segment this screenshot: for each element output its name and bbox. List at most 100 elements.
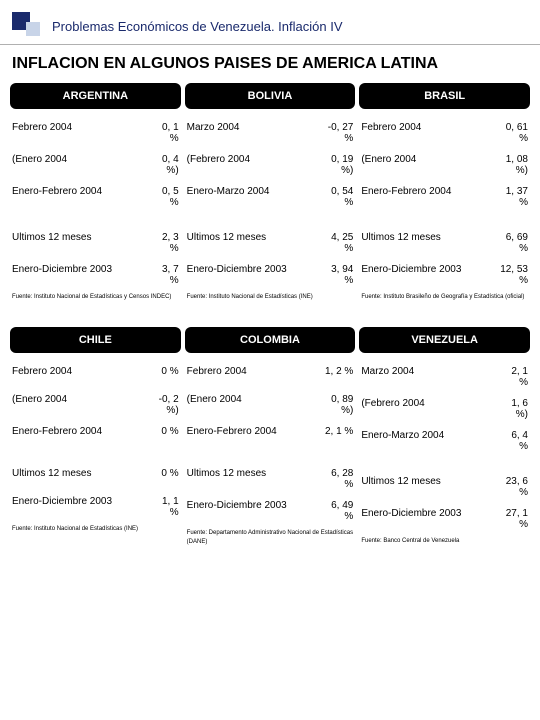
row-label: Enero-Marzo 2004 xyxy=(361,430,511,441)
data-row: (Febrero 20041, 6 %) xyxy=(359,393,530,425)
data-row: Enero-Marzo 20040, 54 % xyxy=(185,181,356,213)
source-text: Fuente: Instituto Nacional de Estadístic… xyxy=(185,291,356,305)
data-row: Enero-Diciembre 200327, 1 % xyxy=(359,503,530,535)
data-row: (Enero 20040, 89 %) xyxy=(185,389,356,421)
row-label: Febrero 2004 xyxy=(12,122,162,133)
row-label: Enero-Febrero 2004 xyxy=(187,426,325,437)
data-row: Ultimos 12 meses6, 28 % xyxy=(185,463,356,495)
row-value: 0, 1 % xyxy=(162,122,179,144)
country-column: BRASILFebrero 20040, 61 %(Enero 20041, 0… xyxy=(359,83,530,305)
data-row: (Febrero 20040, 19 %) xyxy=(185,149,356,181)
row-value: 0, 89 %) xyxy=(331,394,353,416)
row-value: 2, 3 % xyxy=(162,232,179,254)
row-value: 1, 37 % xyxy=(506,186,528,208)
data-row: Marzo 2004-0, 27 % xyxy=(185,117,356,149)
row-label: Enero-Diciembre 2003 xyxy=(361,264,500,275)
row-label: Enero-Diciembre 2003 xyxy=(187,264,331,275)
row-value: -0, 2 %) xyxy=(159,394,179,416)
data-row: Marzo 20042, 1 % xyxy=(359,361,530,393)
row-value: -0, 27 % xyxy=(328,122,354,144)
source-text: Fuente: Instituto Brasileño de Geografía… xyxy=(359,291,530,305)
row-value: 1, 1 % xyxy=(162,496,179,518)
row-label: Enero-Febrero 2004 xyxy=(12,426,161,437)
row-value: 1, 6 %) xyxy=(511,398,528,420)
row-value: 6, 4 % xyxy=(511,430,528,452)
logo-squares xyxy=(12,12,44,40)
data-row: Ultimos 12 meses4, 25 % xyxy=(185,227,356,259)
source-text: Fuente: Instituto Nacional de Estadístic… xyxy=(10,523,181,537)
country-header: CHILE xyxy=(10,327,181,353)
row-value: 0, 54 % xyxy=(331,186,353,208)
row-label: Febrero 2004 xyxy=(12,366,161,377)
country-header: BOLIVIA xyxy=(185,83,356,109)
row-value: 1, 2 % xyxy=(325,366,353,377)
country-header: COLOMBIA xyxy=(185,327,356,353)
row-value: 2, 1 % xyxy=(325,426,353,437)
row-label: Enero-Febrero 2004 xyxy=(12,186,162,197)
row-label: Ultimos 12 meses xyxy=(12,232,162,243)
data-row: Febrero 20040, 61 % xyxy=(359,117,530,149)
row-label: Marzo 2004 xyxy=(361,366,511,377)
data-row: Enero-Febrero 20040, 5 % xyxy=(10,181,181,213)
row-label: (Febrero 2004 xyxy=(187,154,331,165)
row-value: 6, 49 % xyxy=(331,500,353,522)
row-value: 1, 08 %) xyxy=(506,154,528,176)
country-column: ARGENTINAFebrero 20040, 1 %(Enero 20040,… xyxy=(10,83,181,305)
source-text: Fuente: Banco Central de Venezuela xyxy=(359,535,530,549)
row-value: 27, 1 % xyxy=(506,508,528,530)
row-label: Enero-Diciembre 2003 xyxy=(12,264,162,275)
row-label: Ultimos 12 meses xyxy=(12,468,161,479)
data-row: Febrero 20040 % xyxy=(10,361,181,389)
data-row: Enero-Diciembre 20031, 1 % xyxy=(10,491,181,523)
row-value: 0, 5 % xyxy=(162,186,179,208)
data-row: Enero-Diciembre 20033, 94 % xyxy=(185,259,356,291)
row-label: Ultimos 12 meses xyxy=(187,468,331,479)
data-row: (Enero 2004-0, 2 %) xyxy=(10,389,181,421)
data-row: Febrero 20040, 1 % xyxy=(10,117,181,149)
country-column: CHILEFebrero 20040 %(Enero 2004-0, 2 %)E… xyxy=(10,327,181,550)
top-countries-grid: ARGENTINAFebrero 20040, 1 %(Enero 20040,… xyxy=(0,83,540,305)
data-row: Enero-Febrero 20042, 1 % xyxy=(185,421,356,449)
country-column: VENEZUELAMarzo 20042, 1 %(Febrero 20041,… xyxy=(359,327,530,550)
row-label: Enero-Diciembre 2003 xyxy=(187,500,331,511)
row-value: 0 % xyxy=(161,468,178,479)
row-label: (Enero 2004 xyxy=(12,154,162,165)
row-value: 0 % xyxy=(161,366,178,377)
row-label: Febrero 2004 xyxy=(187,366,325,377)
row-label: (Enero 2004 xyxy=(12,394,159,405)
country-header: VENEZUELA xyxy=(359,327,530,353)
country-column: COLOMBIA Febrero 20041, 2 % (Enero 20040, … xyxy=(185,327,356,550)
row-value: 3, 7 % xyxy=(162,264,179,286)
data-row: Enero-Diciembre 200312, 53 % xyxy=(359,259,530,291)
row-label: Enero-Diciembre 2003 xyxy=(12,496,162,507)
data-row: Ultimos 12 meses0 % xyxy=(10,463,181,491)
row-label: Ultimos 12 meses xyxy=(361,476,505,487)
row-label: (Enero 2004 xyxy=(187,394,331,405)
data-row: Ultimos 12 meses2, 3 % xyxy=(10,227,181,259)
data-row: Ultimos 12 meses23, 6 % xyxy=(359,471,530,503)
row-value: 0 % xyxy=(161,426,178,437)
data-row: (Enero 20040, 4 %) xyxy=(10,149,181,181)
country-header: ARGENTINA xyxy=(10,83,181,109)
row-value: 0, 61 % xyxy=(506,122,528,144)
row-label: Enero-Febrero 2004 xyxy=(361,186,505,197)
header-text: Problemas Económicos de Venezuela. Infla… xyxy=(52,19,343,34)
row-value: 0, 19 %) xyxy=(331,154,353,176)
data-row: (Enero 20041, 08 %) xyxy=(359,149,530,181)
row-label: Ultimos 12 meses xyxy=(187,232,331,243)
row-value: 6, 69 % xyxy=(506,232,528,254)
row-value: 2, 1 % xyxy=(511,366,528,388)
row-label: (Febrero 2004 xyxy=(361,398,511,409)
source-text: Fuente: Departamento Administrativo Naci… xyxy=(185,527,356,550)
row-value: 3, 94 % xyxy=(331,264,353,286)
data-row: Enero-Diciembre 20036, 49 % xyxy=(185,495,356,527)
slide-header: Problemas Económicos de Venezuela. Infla… xyxy=(0,0,540,45)
row-value: 23, 6 % xyxy=(506,476,528,498)
source-text: Fuente: Instituto Nacional de Estadístic… xyxy=(10,291,181,305)
data-row: Enero-Marzo 20046, 4 % xyxy=(359,425,530,457)
country-column: BOLIVIAMarzo 2004-0, 27 %(Febrero 20040,… xyxy=(185,83,356,305)
row-value: 12, 53 % xyxy=(500,264,528,286)
data-row: Enero-Febrero 20041, 37 % xyxy=(359,181,530,213)
data-row: Enero-Diciembre 20033, 7 % xyxy=(10,259,181,291)
row-label: Enero-Marzo 2004 xyxy=(187,186,331,197)
